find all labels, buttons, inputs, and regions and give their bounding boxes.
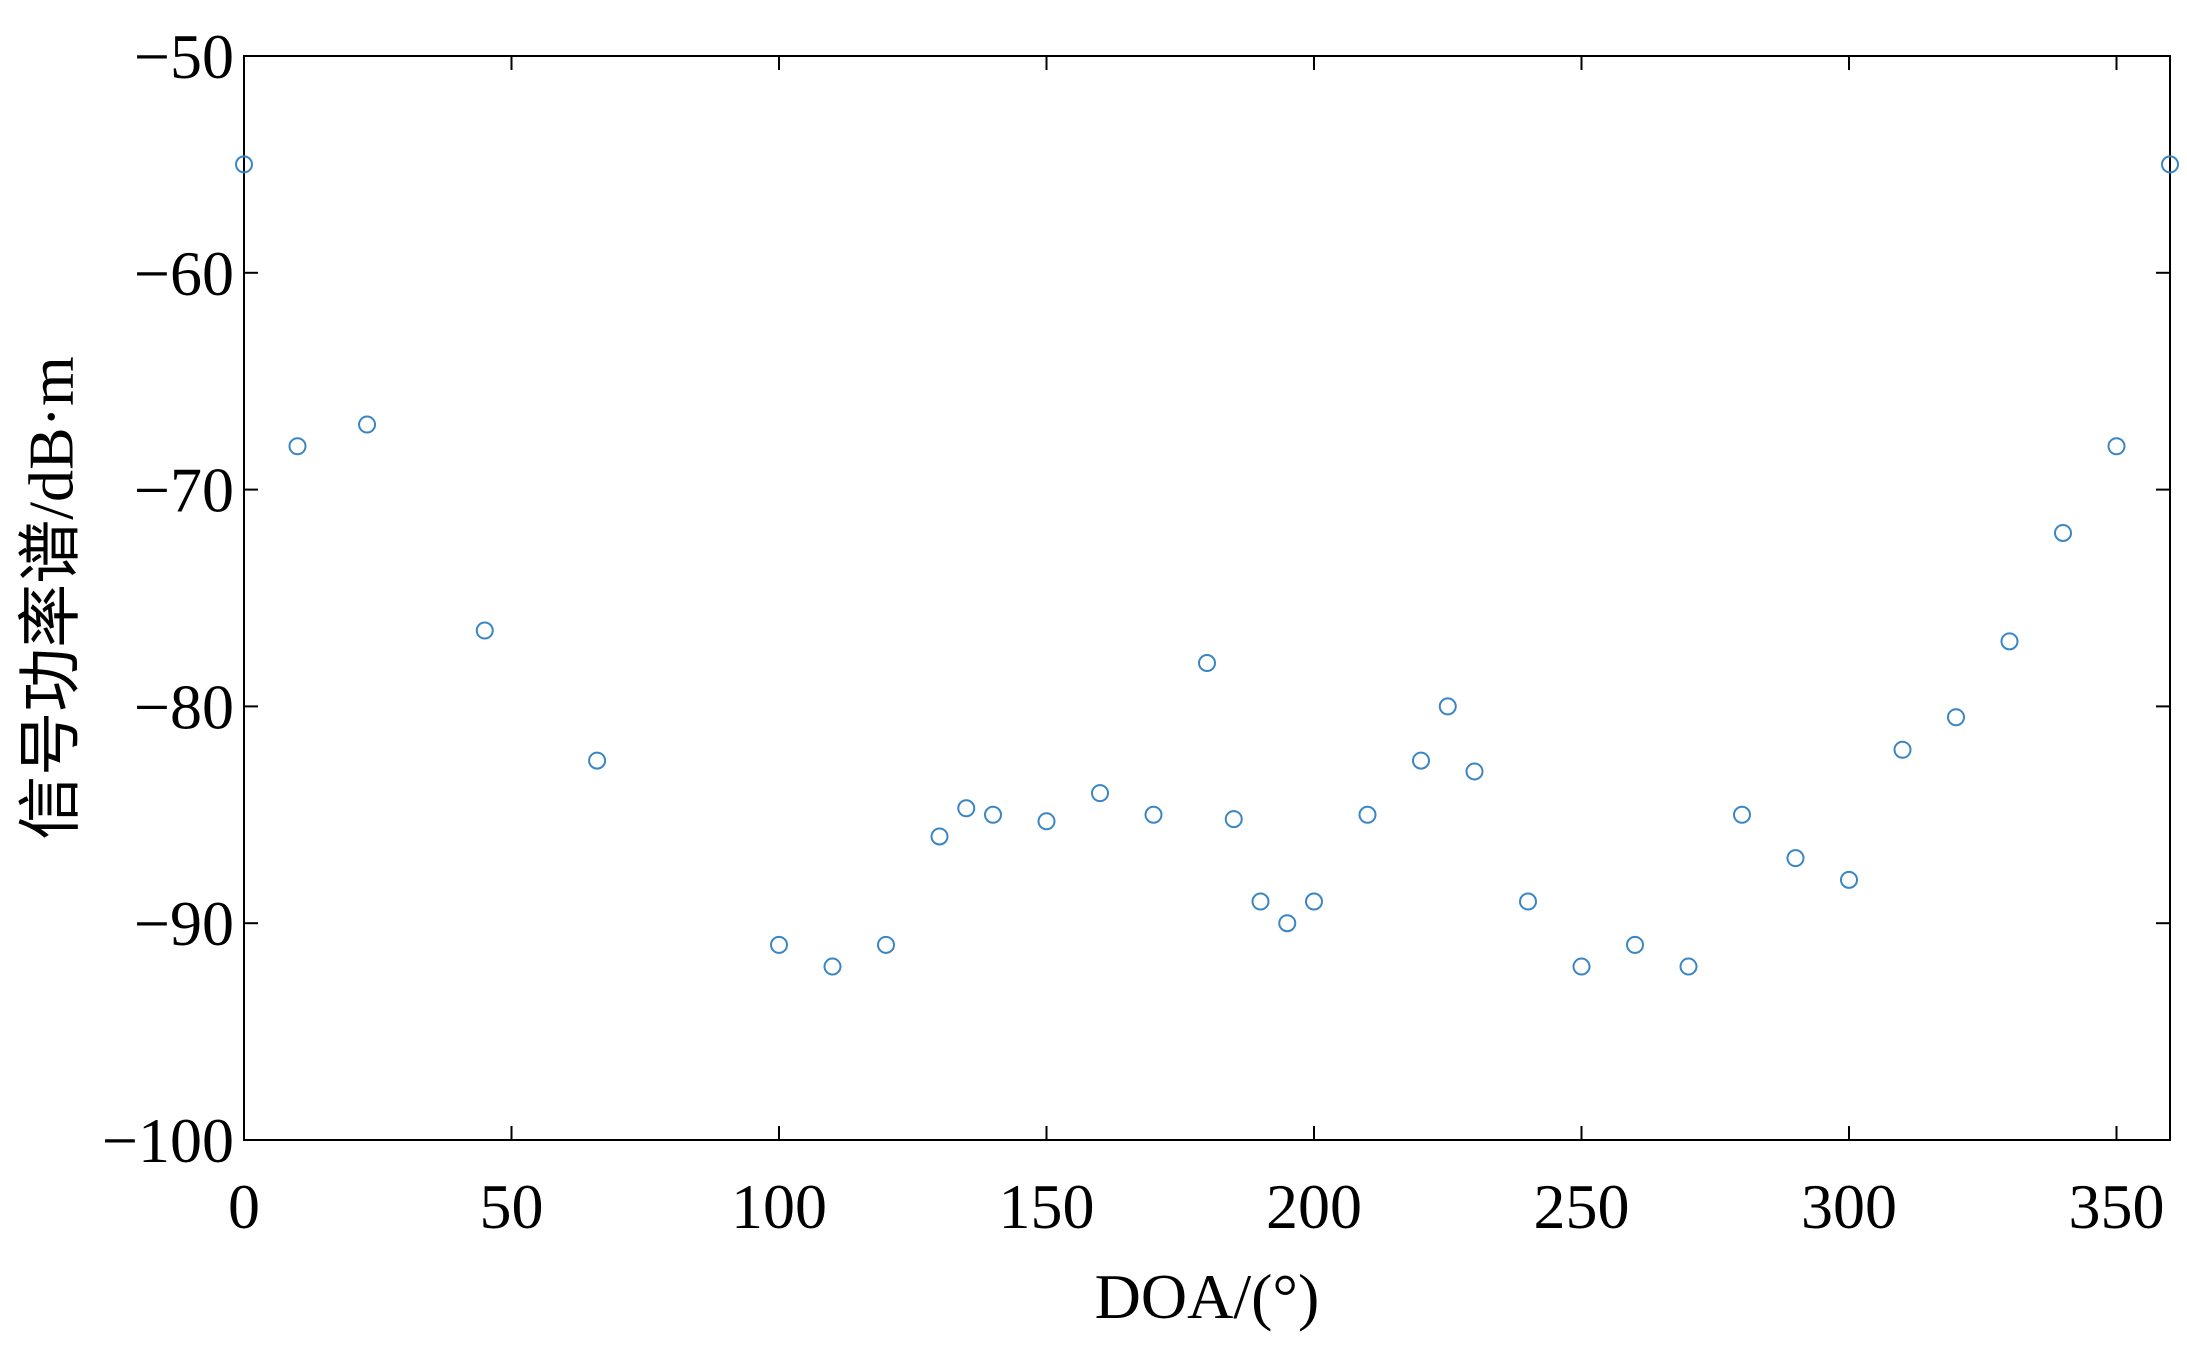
point	[1091, 784, 1109, 803]
point	[930, 827, 949, 846]
point	[877, 935, 895, 954]
x-tick-label: 350	[2069, 1171, 2165, 1242]
point	[235, 155, 253, 174]
x-tick-label: 300	[1801, 1171, 1897, 1242]
point	[1224, 810, 1243, 829]
y-tick-label: −100	[102, 1105, 234, 1176]
point	[1412, 751, 1430, 770]
point	[1626, 935, 1644, 954]
point	[2107, 437, 2126, 456]
x-tick-label: 150	[999, 1171, 1095, 1242]
point	[1251, 892, 1270, 911]
point	[1786, 849, 1805, 868]
point	[2054, 523, 2072, 542]
x-tick-label: 50	[480, 1171, 544, 1242]
point	[1947, 708, 1965, 727]
point	[1438, 697, 1457, 716]
point	[1893, 740, 1912, 759]
y-axis-label: 信号功率谱/dB·m	[16, 356, 87, 840]
point	[2161, 155, 2179, 174]
point	[2000, 632, 2019, 651]
y-tick-label: −70	[134, 455, 234, 526]
point	[1305, 892, 1323, 911]
y-tick-label: −80	[134, 671, 234, 742]
point	[1519, 892, 1537, 911]
point	[475, 621, 494, 640]
x-axis-label: DOA/(°)	[1095, 1261, 1320, 1332]
point	[1733, 805, 1751, 824]
point	[1572, 957, 1591, 976]
x-tick-label: 200	[1266, 1171, 1362, 1242]
point	[957, 799, 976, 818]
point	[823, 957, 842, 976]
point	[1465, 762, 1484, 781]
point	[1198, 654, 1216, 673]
point	[1679, 957, 1698, 976]
y-tick-label: −60	[134, 238, 234, 309]
y-tick-label: −90	[134, 888, 234, 959]
point	[1840, 870, 1858, 889]
point	[1358, 805, 1377, 824]
point	[984, 805, 1002, 824]
point	[1144, 805, 1163, 824]
plot-frame	[243, 55, 2171, 1141]
point	[770, 935, 788, 954]
x-tick-label: 250	[1534, 1171, 1630, 1242]
x-tick-label: 0	[228, 1171, 260, 1242]
point	[588, 751, 607, 770]
point	[358, 415, 377, 434]
y-tick-label: −50	[134, 21, 234, 92]
point	[1037, 812, 1056, 831]
point	[1278, 914, 1297, 933]
x-tick-label: 100	[731, 1171, 827, 1242]
point	[288, 437, 307, 456]
